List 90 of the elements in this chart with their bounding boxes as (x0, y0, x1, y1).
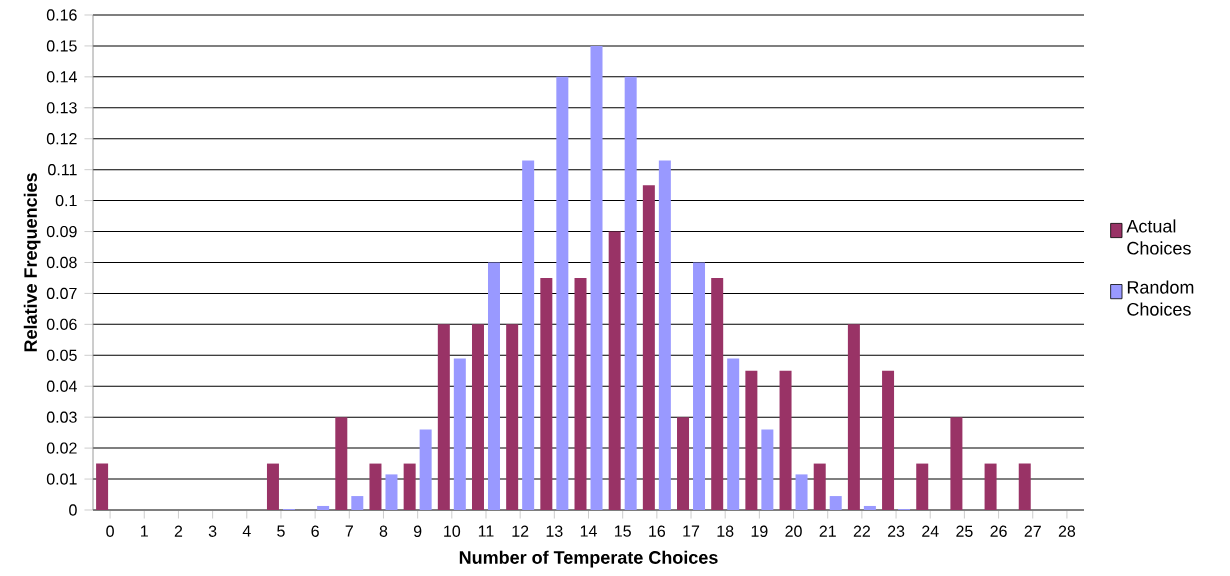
x-tick-label: 24 (922, 525, 939, 537)
bar (590, 45, 603, 510)
bar (693, 262, 706, 510)
y-tick-label: 0.1 (55, 194, 77, 207)
bar (574, 277, 587, 510)
x-tick-label: 11 (478, 525, 494, 537)
bar (608, 231, 621, 510)
x-tick-label: 25 (956, 525, 973, 537)
y-tick-label: 0.01 (46, 473, 77, 485)
bar (556, 76, 569, 510)
x-tick-label: 28 (1058, 525, 1076, 537)
x-tick-label: 15 (615, 525, 631, 537)
bar (779, 370, 792, 510)
bar (453, 358, 466, 510)
bar (506, 324, 519, 510)
x-tick-label: 27 (1024, 525, 1041, 537)
x-tick-label: 23 (887, 525, 905, 537)
x-tick-label: 2 (174, 525, 183, 537)
x-tick-label: 0 (106, 525, 114, 537)
x-tick-label: 22 (853, 525, 870, 537)
bar (385, 474, 398, 510)
y-tick-label: 0.09 (46, 225, 77, 238)
bar (403, 463, 416, 510)
x-tick-label: 4 (242, 525, 251, 537)
x-tick-label: 21 (819, 525, 836, 537)
bar (677, 417, 690, 510)
y-tick-label: 0.14 (46, 71, 77, 83)
bar (540, 277, 553, 510)
bar (745, 370, 758, 510)
bar (847, 324, 860, 510)
legend-label: Random Choices (1127, 280, 1194, 316)
bar (882, 370, 895, 510)
y-tick-label: 0.08 (46, 256, 77, 269)
bar (487, 262, 500, 510)
x-tick-label: 26 (990, 525, 1007, 537)
x-tick-label: 20 (785, 525, 802, 537)
bar (916, 463, 929, 510)
y-tick-label: 0.07 (46, 287, 77, 300)
x-tick-label: 7 (345, 525, 353, 537)
bar (795, 474, 808, 510)
x-tick-label: 12 (512, 525, 529, 537)
x-tick-label: 9 (413, 525, 422, 537)
x-tick-label: 19 (751, 525, 768, 537)
x-tick-label: 17 (683, 525, 700, 537)
bar (984, 463, 997, 510)
bar (711, 277, 724, 510)
y-tick-label: 0.16 (46, 9, 77, 21)
bar (266, 463, 279, 510)
y-tick-label: 0.13 (46, 102, 77, 114)
legend-label: Actual Choices (1126, 219, 1191, 255)
bar (419, 429, 432, 510)
bar (351, 496, 364, 510)
bar (829, 496, 842, 510)
y-tick-label: 0.06 (46, 318, 77, 331)
bar (813, 463, 826, 510)
bar (335, 417, 348, 510)
bar (727, 358, 740, 510)
bar (471, 324, 484, 510)
bar (761, 429, 774, 510)
y-tick-label: 0.11 (48, 164, 77, 176)
x-tick-label: 8 (379, 525, 388, 537)
bar (950, 417, 963, 510)
y-tick-label: 0 (69, 504, 77, 516)
bar (369, 463, 382, 510)
x-tick-label: 5 (277, 525, 285, 537)
x-tick-label: 10 (444, 525, 461, 537)
x-tick-label: 3 (208, 525, 217, 537)
bar (1018, 463, 1031, 510)
y-tick-label: 0.15 (46, 40, 77, 52)
bar (863, 505, 876, 510)
bar (658, 160, 671, 510)
x-tick-label: 1 (141, 525, 148, 537)
x-tick-label: 16 (649, 525, 666, 537)
y-axis-title: Relative Frequencies (23, 173, 41, 352)
bar (437, 324, 450, 510)
y-tick-label: 0.02 (46, 442, 77, 454)
bar (317, 505, 330, 510)
x-tick-label: 13 (546, 525, 563, 537)
x-tick-label: 14 (580, 525, 597, 537)
bar (642, 185, 655, 510)
x-axis-title: Number of Temperate Choices (459, 550, 718, 568)
y-tick-label: 0.03 (46, 411, 77, 423)
bar (624, 76, 637, 510)
x-tick-label: 18 (717, 525, 734, 537)
x-tick-label: 6 (311, 525, 319, 537)
bar (96, 463, 109, 510)
y-tick-label: 0.12 (46, 133, 77, 145)
bar (522, 160, 535, 510)
y-tick-label: 0.04 (46, 380, 77, 392)
y-tick-label: 0.05 (46, 349, 77, 361)
